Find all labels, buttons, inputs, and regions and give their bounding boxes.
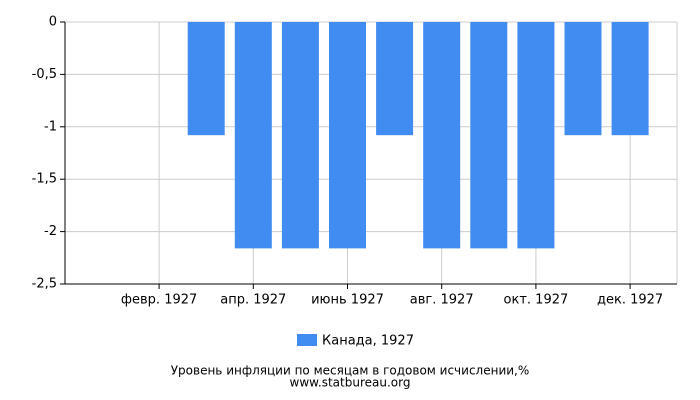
x-tick-label: окт. 1927 [504, 293, 569, 308]
y-tick-label: 0 [49, 15, 57, 30]
source: www.statbureau.org [290, 376, 411, 390]
y-tick-label: -2,5 [32, 277, 57, 292]
bar [187, 22, 225, 136]
bar [234, 22, 272, 249]
x-tick-label: апр. 1927 [220, 293, 286, 308]
bar [517, 22, 555, 249]
bar [376, 22, 414, 136]
bar [281, 22, 319, 249]
x-tick-label: дек. 1927 [597, 293, 663, 308]
y-tick-label: -1 [44, 119, 57, 134]
y-tick-label: -2 [44, 224, 57, 239]
bar [564, 22, 602, 136]
bar [423, 22, 461, 249]
x-tick-label: авг. 1927 [410, 293, 474, 308]
bar [470, 22, 508, 249]
legend-label: Канада, 1927 [322, 334, 414, 349]
x-tick-label: февр. 1927 [121, 293, 197, 308]
legend-swatch [297, 334, 317, 346]
x-tick-label: июнь 1927 [311, 293, 384, 308]
y-tick-label: -0,5 [32, 67, 57, 82]
chart-title: Уровень инфляции по месяцам в годовом ис… [171, 364, 530, 378]
bar [611, 22, 649, 136]
y-tick-label: -1,5 [32, 172, 57, 187]
bar [329, 22, 366, 249]
